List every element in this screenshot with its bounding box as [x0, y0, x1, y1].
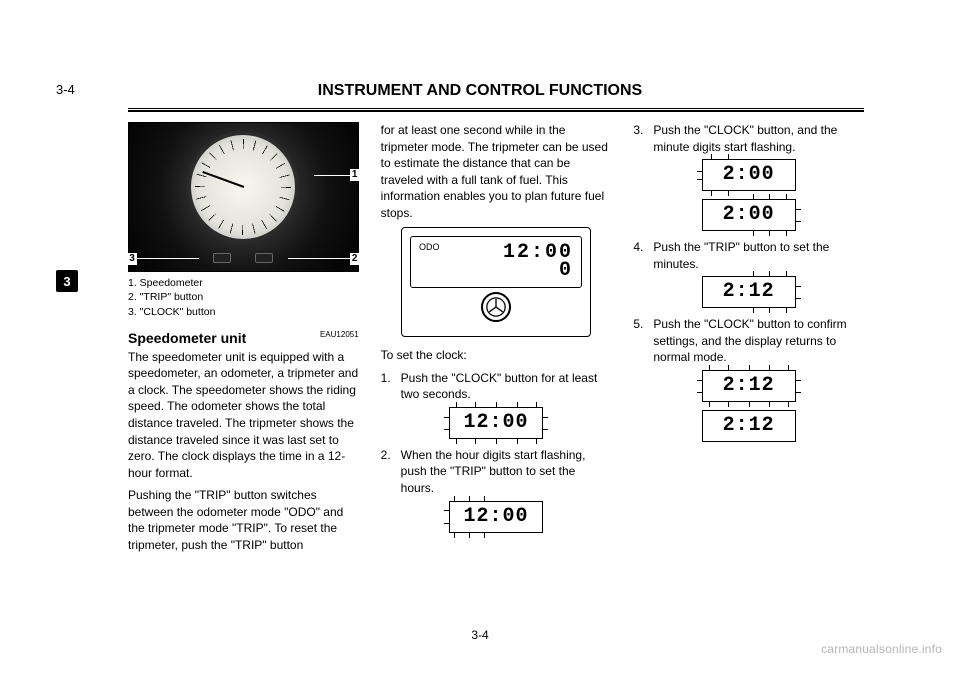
- photo-caption: 1. Speedometer 2. "TRIP" button 3. "CLOC…: [128, 276, 359, 319]
- callout-line-2: [288, 258, 354, 259]
- clock-button-photo: [213, 253, 231, 263]
- trip-button-photo: [255, 253, 273, 263]
- eau-code: EAU12051: [320, 329, 359, 340]
- step-text: Push the "CLOCK" button, and the minute …: [653, 122, 864, 155]
- lcd-odo-value: 0: [559, 261, 573, 281]
- header-rule-thick: [128, 110, 864, 112]
- clock-steps: 4. Push the "TRIP" button to set the min…: [633, 239, 864, 272]
- gauge: [187, 131, 299, 243]
- lcd-panel: ODO 12:00 0: [401, 227, 591, 337]
- speedometer-photo: 1 2 3: [128, 122, 359, 272]
- caption-line: 3. "CLOCK" button: [128, 305, 359, 319]
- lcd-step-display: 2:00: [702, 199, 796, 231]
- step-item: 4. Push the "TRIP" button to set the min…: [633, 239, 864, 272]
- callout-3: 3: [127, 253, 137, 265]
- clock-steps: 1. Push the "CLOCK" button for at least …: [381, 370, 612, 403]
- column-1: 1 2 3 1. Speedometer 2. "TRIP" button 3.…: [128, 122, 359, 618]
- yamaha-logo: [481, 292, 511, 322]
- lcd-step-display: 2:00: [702, 159, 796, 191]
- step-text: Push the "CLOCK" button for at least two…: [401, 370, 612, 403]
- column-2: for at least one second while in the tri…: [381, 122, 612, 618]
- clock-intro: To set the clock:: [381, 347, 612, 364]
- step-number: 4.: [633, 239, 647, 272]
- content-columns: 1 2 3 1. Speedometer 2. "TRIP" button 3.…: [128, 122, 864, 618]
- lcd-value: 2:12: [723, 416, 775, 436]
- step-number: 5.: [633, 316, 647, 366]
- lcd-step-display: 12:00: [449, 407, 543, 439]
- step-number: 2.: [381, 447, 395, 497]
- lcd-step-display: 2:12: [702, 276, 796, 308]
- clock-steps: 3. Push the "CLOCK" button, and the minu…: [633, 122, 864, 155]
- clock-steps: 2. When the hour digits start flashing, …: [381, 447, 612, 497]
- body-paragraph: for at least one second while in the tri…: [381, 122, 612, 221]
- caption-line: 1. Speedometer: [128, 276, 359, 290]
- section-heading: Speedometer unit: [128, 330, 246, 346]
- lcd-step-display: 2:12: [702, 410, 796, 442]
- step-number: 1.: [381, 370, 395, 403]
- footer-page-number: 3-4: [0, 628, 960, 642]
- manual-page: 3-4 INSTRUMENT AND CONTROL FUNCTIONS 3 1…: [0, 0, 960, 678]
- callout-2: 2: [350, 253, 360, 265]
- caption-line: 2. "TRIP" button: [128, 290, 359, 304]
- watermark: carmanualsonline.info: [821, 642, 942, 656]
- callout-1: 1: [350, 169, 360, 181]
- section-heading-row: EAU12051 Speedometer unit: [128, 329, 359, 348]
- step-text: Push the "CLOCK" button to confirm setti…: [653, 316, 864, 366]
- callout-line-3: [133, 258, 199, 259]
- lcd-value: 12:00: [463, 413, 528, 433]
- step-item: 2. When the hour digits start flashing, …: [381, 447, 612, 497]
- body-paragraph: Pushing the "TRIP" button switches betwe…: [128, 487, 359, 553]
- chapter-tab: 3: [56, 270, 78, 292]
- lcd-value: 2:00: [723, 165, 775, 185]
- step-item: 5. Push the "CLOCK" button to confirm se…: [633, 316, 864, 366]
- header-rule-thin: [128, 108, 864, 109]
- lcd-step-display: 12:00: [449, 501, 543, 533]
- lcd-value: 2:00: [723, 205, 775, 225]
- step-item: 3. Push the "CLOCK" button, and the minu…: [633, 122, 864, 155]
- column-3: 3. Push the "CLOCK" button, and the minu…: [633, 122, 864, 618]
- lcd-value: 2:12: [723, 376, 775, 396]
- lcd-value: 12:00: [463, 507, 528, 527]
- step-text: When the hour digits start flashing, pus…: [401, 447, 612, 497]
- body-paragraph: The speedometer unit is equipped with a …: [128, 349, 359, 481]
- step-item: 1. Push the "CLOCK" button for at least …: [381, 370, 612, 403]
- clock-steps: 5. Push the "CLOCK" button to confirm se…: [633, 316, 864, 366]
- page-title: INSTRUMENT AND CONTROL FUNCTIONS: [0, 82, 960, 100]
- callout-line-1: [314, 175, 354, 176]
- step-text: Push the "TRIP" button to set the minute…: [653, 239, 864, 272]
- odo-label: ODO: [419, 241, 440, 253]
- lcd-value: 2:12: [723, 282, 775, 302]
- lcd-display: ODO 12:00 0: [410, 236, 582, 288]
- lcd-step-display: 2:12: [702, 370, 796, 402]
- tuning-fork-icon: [486, 297, 506, 317]
- step-number: 3.: [633, 122, 647, 155]
